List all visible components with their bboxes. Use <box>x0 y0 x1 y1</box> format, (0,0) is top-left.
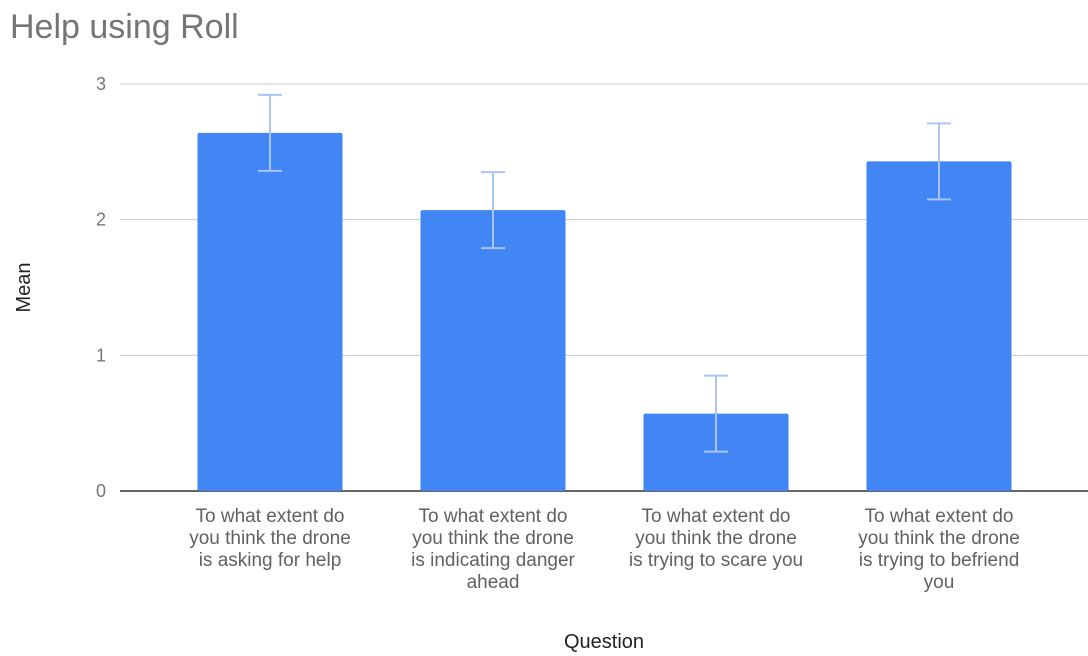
category-label: To what extent do you think the drone is t… <box>858 506 1020 593</box>
y-axis-title: Mean <box>13 262 35 312</box>
y-tick-label: 2 <box>96 210 106 230</box>
bars <box>197 132 1012 492</box>
bar <box>866 161 1012 491</box>
category-labels: To what extent do you think the drone is a… <box>189 506 1020 593</box>
x-axis-title: Question <box>564 631 644 653</box>
y-tick-labels: 0 1 2 3 <box>96 74 106 501</box>
error-bars <box>258 93 951 453</box>
category-label: To what extent do you think the drone is i… <box>411 506 575 593</box>
y-tick-label: 0 <box>96 481 106 501</box>
category-label: To what extent do you think the drone is t… <box>629 506 803 571</box>
chart-title: Help using Roll <box>10 8 239 46</box>
bar <box>420 210 566 492</box>
bar <box>197 132 343 491</box>
category-label: To what extent do you think the drone is a… <box>189 506 351 571</box>
y-tick-label: 1 <box>96 345 106 365</box>
y-tick-label: 3 <box>96 74 106 94</box>
